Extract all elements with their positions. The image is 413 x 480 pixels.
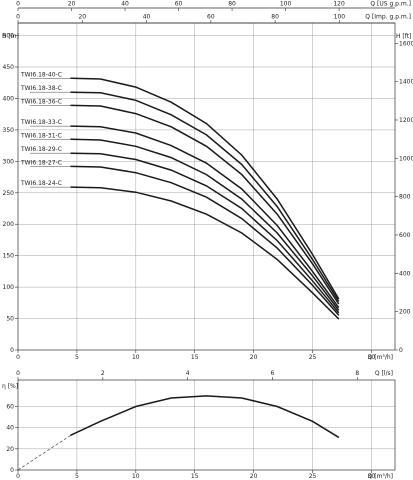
pump-curve-line bbox=[70, 138, 340, 311]
h-m-tick-label: 200 bbox=[3, 221, 15, 228]
pump-curve-label: TWI6.18-38-C bbox=[20, 85, 62, 92]
eta-q-tick-label: 25 bbox=[309, 473, 317, 480]
eta-q-tick-label: 30 bbox=[368, 473, 376, 480]
imp-gpm-tick-label: 20 bbox=[78, 14, 86, 21]
imp-gpm-tick-label: 80 bbox=[271, 14, 279, 21]
q-m3h-tick-label: 15 bbox=[191, 354, 199, 361]
q-ls-tick-label: 4 bbox=[186, 370, 190, 377]
h-ft-tick-label: 1600 bbox=[399, 40, 413, 47]
efficiency-chart: 0 2 4 6 8 Q [l/s] 0 20 40 60 η [%] 0 5 10 15 20 25 30Q [m… bbox=[2, 370, 396, 480]
efficiency-extrapolation-line bbox=[17, 434, 72, 471]
pump-curve-label: TWI6.18-27-C bbox=[20, 159, 62, 166]
pump-curve-line bbox=[70, 152, 340, 314]
h-m-tick-label: 0 bbox=[10, 347, 14, 354]
h-ft-tick-label: 1200 bbox=[399, 117, 413, 124]
eta-q-tick-label: 15 bbox=[191, 473, 199, 480]
h-m-tick-label: 150 bbox=[3, 253, 15, 260]
eta-q-tick-label: 10 bbox=[132, 473, 140, 480]
pump-curve-line bbox=[70, 165, 340, 316]
head-plot-frame bbox=[17, 22, 396, 351]
q-m3h-tick-label: 10 bbox=[132, 354, 140, 361]
imp-gpm-axis-label: Q [Imp. g.p.m.] bbox=[365, 14, 411, 21]
q-ls-tick-label: 6 bbox=[271, 370, 275, 377]
pump-curve-label: TWI6.18-24-C bbox=[20, 180, 62, 187]
eta-q-tick-label: 20 bbox=[250, 473, 258, 480]
h-ft-tick-label: 1000 bbox=[399, 155, 413, 162]
imp-gpm-tick-label: 60 bbox=[207, 14, 215, 21]
pump-curve-label: TWI6.18-29-C bbox=[20, 146, 62, 153]
h-m-tick-label: 350 bbox=[3, 127, 15, 134]
h-m-tick-label: 500 bbox=[3, 33, 15, 40]
h-ft-axis-label: H [ft] bbox=[396, 33, 411, 40]
q-ls-tick-label: 8 bbox=[355, 370, 359, 377]
h-ft-tick-label: 600 bbox=[399, 232, 411, 239]
q-ls-tick-label: 2 bbox=[101, 370, 105, 377]
q-ls-axis-label: Q [l/s] bbox=[375, 370, 393, 377]
eta-q-tick-label: 5 bbox=[75, 473, 79, 480]
eta-tick-label: 60 bbox=[6, 403, 14, 410]
us-gpm-tick-label: 100 bbox=[280, 1, 292, 8]
pump-curve-line bbox=[70, 104, 340, 305]
pump-curve-line bbox=[70, 186, 340, 320]
eta-tick-label: 0 bbox=[10, 467, 14, 474]
h-m-tick-label: 300 bbox=[3, 158, 15, 165]
q-ls-tick-label: 0 bbox=[16, 370, 20, 377]
h-m-tick-label: 50 bbox=[6, 316, 14, 323]
eta-tick-label: 20 bbox=[6, 446, 14, 453]
q-m3h-tick-label: 25 bbox=[309, 354, 317, 361]
h-ft-tick-label: 200 bbox=[399, 309, 411, 316]
h-m-tick-label: 400 bbox=[3, 95, 15, 102]
eta-axis-label: η [%] bbox=[2, 383, 18, 390]
us-gpm-tick-label: 0 bbox=[16, 1, 20, 8]
pump-curve-label: TWI6.18-36-C bbox=[20, 98, 62, 105]
us-gpm-tick-label: 40 bbox=[121, 1, 129, 8]
eta-q-tick-label: 0 bbox=[16, 473, 20, 480]
h-m-axis-label: H [m] bbox=[2, 33, 19, 40]
pump-curve-line bbox=[70, 125, 340, 308]
pump-curve-label: TWI6.18-33-C bbox=[20, 119, 62, 126]
imp-gpm-tick-label: 40 bbox=[143, 14, 151, 21]
efficiency-plot-frame bbox=[17, 379, 396, 471]
pump-curve-label: TWI6.18-40-C bbox=[20, 71, 62, 78]
q-m3h-axis-label: Q [m³/h] bbox=[368, 354, 393, 361]
imp-gpm-tick-label: 100 bbox=[334, 14, 346, 21]
imp-gpm-tick-label: 0 bbox=[16, 14, 20, 21]
pump-curve-line bbox=[70, 91, 340, 302]
us-gpm-axis-label: Q [US g.p.m.] bbox=[370, 1, 411, 8]
h-ft-tick-label: 400 bbox=[399, 270, 411, 277]
q-m3h-tick-label: 30 bbox=[368, 354, 376, 361]
pump-curve-line bbox=[70, 77, 340, 300]
h-m-tick-label: 450 bbox=[3, 64, 15, 71]
us-gpm-tick-label: 20 bbox=[68, 1, 76, 8]
us-gpm-tick-label: 80 bbox=[228, 1, 236, 8]
q-m3h-tick-label: 0 bbox=[16, 354, 20, 361]
eta-tick-label: 40 bbox=[6, 425, 14, 432]
h-ft-tick-label: 1400 bbox=[399, 79, 413, 86]
us-gpm-tick-label: 120 bbox=[333, 1, 345, 8]
h-m-tick-label: 250 bbox=[3, 190, 15, 197]
h-ft-tick-label: 800 bbox=[399, 194, 411, 201]
q-m3h-tick-label: 5 bbox=[75, 354, 79, 361]
q-m3h-tick-label: 20 bbox=[250, 354, 258, 361]
h-ft-tick-label: 0 bbox=[399, 347, 403, 354]
top-flow-axes: 0 20 40 60 80 100 120 Q [US g.p.m.]0 20 40 60 80 100… bbox=[16, 1, 411, 24]
pump-curve-label: TWI6.18-31-C bbox=[20, 132, 62, 139]
eta-q-axis-label: Q [m³/h] bbox=[368, 473, 393, 480]
us-gpm-tick-label: 60 bbox=[175, 1, 183, 8]
h-m-tick-label: 100 bbox=[3, 284, 15, 291]
efficiency-curve-line bbox=[70, 395, 340, 438]
